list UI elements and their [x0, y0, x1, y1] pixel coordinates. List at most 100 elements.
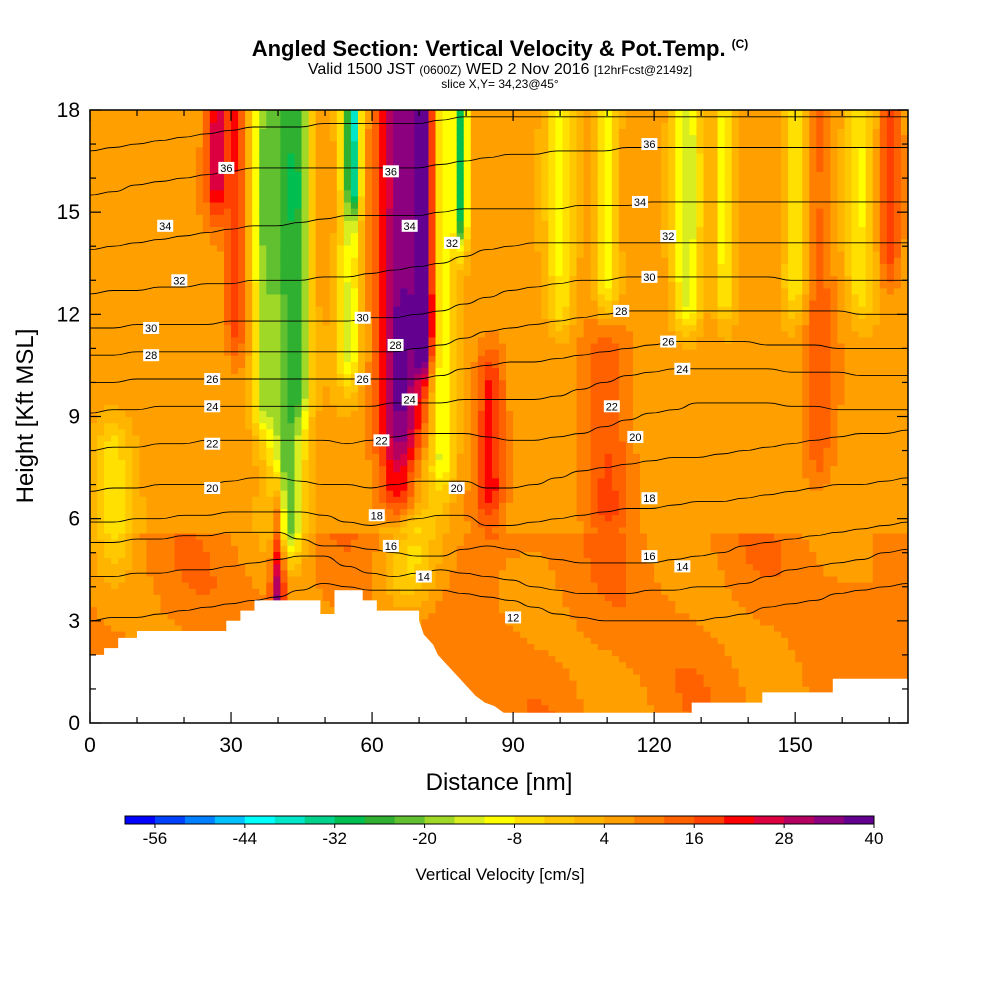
vv-cell: [216, 312, 225, 320]
vv-cell: [393, 361, 401, 369]
vv-cell: [202, 496, 211, 503]
vv-cell: [181, 373, 190, 381]
vv-cell: [294, 165, 303, 172]
vv-cell: [181, 330, 190, 338]
vv-cell: [329, 391, 338, 399]
vv-cell: [357, 263, 366, 270]
vv-cell: [146, 128, 155, 136]
vv-cell: [216, 220, 225, 228]
vv-cell: [223, 324, 232, 332]
vv-cell: [343, 342, 352, 350]
vv-cell: [160, 134, 169, 142]
vv-cell: [421, 410, 430, 418]
vv-cell: [252, 416, 260, 424]
vv-cell: [97, 410, 105, 418]
vv-cell: [315, 152, 324, 160]
vv-cell: [287, 183, 296, 191]
vv-cell: [266, 385, 274, 393]
vv-cell: [294, 214, 303, 221]
vv-cell: [139, 422, 148, 430]
vv-cell: [393, 116, 401, 123]
vv-cell: [216, 146, 225, 154]
vv-cell: [216, 600, 225, 608]
vv-cell: [266, 342, 274, 350]
vv-cell: [216, 520, 225, 528]
vv-cell: [104, 250, 112, 258]
vv-cell: [308, 208, 317, 215]
vv-cell: [111, 300, 119, 307]
vv-cell: [259, 312, 267, 320]
vv-cell: [379, 318, 387, 326]
vv-cell: [259, 146, 267, 154]
vv-cell: [336, 490, 345, 497]
vv-cell: [111, 471, 119, 479]
vv-cell: [435, 545, 444, 552]
vv-cell: [245, 563, 253, 571]
vv-cell: [118, 441, 126, 448]
vv-cell: [209, 612, 218, 620]
vv-cell: [336, 582, 345, 589]
vv-cell: [252, 361, 260, 369]
vv-cell: [294, 269, 303, 277]
vv-cell: [174, 575, 183, 583]
vv-cell: [428, 569, 437, 577]
vv-cell: [153, 189, 162, 197]
vv-cell: [139, 201, 148, 209]
vv-cell: [435, 520, 444, 528]
vv-cell: [188, 398, 197, 405]
vv-cell: [435, 441, 444, 448]
vv-cell: [139, 318, 148, 326]
vv-cell: [97, 422, 105, 430]
vv-cell: [125, 128, 133, 136]
vv-cell: [386, 453, 394, 461]
vv-cell: [407, 201, 415, 209]
vv-cell: [216, 453, 225, 461]
vv-cell: [139, 490, 148, 497]
vv-cell: [407, 404, 415, 411]
vv-cell: [421, 330, 430, 338]
vv-cell: [111, 349, 119, 356]
vv-cell: [125, 140, 133, 148]
vv-cell: [322, 165, 331, 172]
vv-cell: [357, 582, 366, 589]
vv-cell: [273, 318, 281, 326]
vv-cell: [181, 453, 190, 461]
vv-cell: [322, 410, 331, 418]
vv-cell: [428, 373, 437, 381]
vv-cell: [174, 477, 183, 485]
vv-cell: [294, 453, 303, 461]
vv-cell: [294, 208, 303, 215]
vv-cell: [90, 214, 98, 221]
vv-cell: [90, 398, 98, 405]
vv-cell: [301, 502, 310, 510]
vv-cell: [421, 361, 430, 369]
vv-cell: [329, 465, 338, 473]
vv-cell: [90, 502, 98, 510]
vv-cell: [252, 447, 260, 454]
vv-cell: [181, 588, 190, 595]
vv-cell: [301, 318, 310, 326]
vv-cell: [118, 582, 126, 589]
vv-cell: [90, 287, 98, 295]
vv-cell: [322, 606, 331, 614]
vv-cell: [223, 122, 232, 129]
vv-cell: [202, 612, 211, 620]
vv-cell: [188, 349, 197, 356]
vv-cell: [252, 539, 260, 546]
vv-cell: [125, 391, 133, 399]
vv-cell: [280, 483, 289, 491]
vv-cell: [428, 250, 437, 258]
vv-cell: [386, 189, 394, 197]
vv-cell: [357, 575, 366, 583]
vv-cell: [322, 600, 331, 608]
vv-cell: [259, 250, 267, 258]
vv-cell: [160, 520, 169, 528]
vv-cell: [125, 342, 133, 350]
vv-cell: [301, 293, 310, 301]
vv-cell: [216, 250, 225, 258]
vv-cell: [97, 526, 105, 534]
vv-cell: [336, 244, 345, 252]
vv-cell: [132, 618, 140, 626]
vv-cell: [209, 220, 218, 228]
vv-cell: [188, 508, 197, 516]
